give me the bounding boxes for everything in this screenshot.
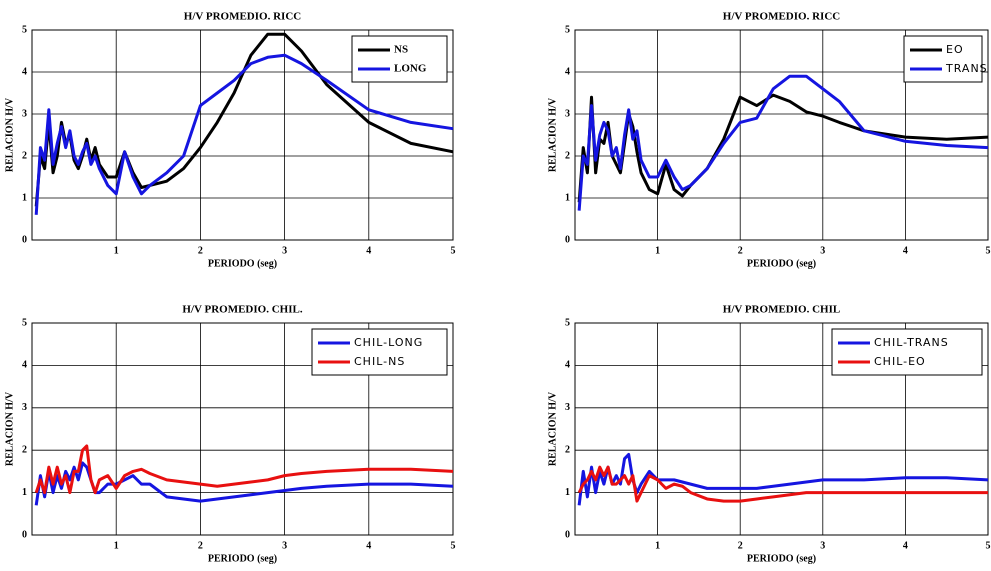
plot-frame [574, 322, 989, 536]
chart-title: H/V PROMEDIO. CHIL. [182, 304, 302, 316]
y-tick-label: 2 [22, 150, 27, 161]
y-tick-label: 0 [22, 529, 27, 540]
y-tick-label: 1 [22, 192, 27, 203]
y-tick-label: 5 [565, 24, 570, 35]
legend-label: NS [394, 44, 408, 56]
legend-label: CHIL-TRANS [874, 336, 949, 349]
y-tick-label: 4 [565, 360, 570, 371]
x-tick-label: 2 [198, 540, 203, 551]
data-line [34, 444, 454, 495]
chart-title: H/V PROMEDIO. RICC [723, 11, 840, 23]
y-tick-label: 5 [565, 317, 570, 328]
y-tick-label: 2 [22, 444, 27, 455]
y-tick-label: 5 [22, 24, 27, 35]
x-tick-label: 4 [903, 245, 908, 256]
y-tick-label: 1 [22, 487, 27, 498]
y-tick-label: 2 [565, 444, 570, 455]
x-tick-label: 1 [114, 540, 119, 551]
legend-box [903, 35, 983, 83]
x-tick-label: 1 [655, 540, 660, 551]
y-tick-label: 3 [22, 402, 27, 413]
plot-frame [31, 322, 454, 536]
data-line [577, 93, 989, 203]
plot-frame [31, 29, 454, 241]
x-tick-label: 4 [366, 540, 371, 551]
data-line [577, 74, 989, 211]
x-tick-label: 5 [451, 245, 456, 256]
y-tick-label: 4 [565, 66, 570, 77]
y-tick-label: 1 [565, 487, 570, 498]
x-axis-label: PERIODO (seg) [747, 258, 816, 269]
x-tick-label: 3 [820, 540, 825, 551]
x-tick-label: 5 [451, 540, 456, 551]
y-tick-label: 0 [565, 529, 570, 540]
x-tick-label: 3 [282, 245, 287, 256]
legend-box [351, 35, 448, 83]
y-tick-label: 0 [565, 234, 570, 245]
y-tick-label: 4 [22, 360, 27, 371]
data-line [34, 53, 454, 215]
y-tick-label: 2 [565, 150, 570, 161]
y-tick-label: 4 [22, 66, 27, 77]
x-tick-label: 1 [114, 245, 119, 256]
y-tick-label: 5 [22, 317, 27, 328]
plot-frame [574, 29, 989, 241]
x-tick-label: 2 [738, 245, 743, 256]
chart-title: H/V PROMEDIO. CHIL [723, 304, 840, 316]
x-tick-label: 3 [820, 245, 825, 256]
x-tick-label: 5 [986, 245, 991, 256]
y-axis-label: RELACION H/V [4, 97, 15, 172]
y-tick-label: 3 [565, 402, 570, 413]
legend-box [311, 328, 448, 376]
x-tick-label: 4 [903, 540, 908, 551]
legend-box [831, 328, 983, 376]
legend-label: LONG [394, 63, 427, 75]
x-tick-label: 3 [282, 540, 287, 551]
y-axis-label: RELACION H/V [4, 391, 15, 466]
legend-label: CHIL-NS [354, 355, 405, 368]
y-axis-label: RELACION H/V [547, 391, 558, 466]
x-axis-label: PERIODO (seg) [747, 553, 816, 564]
chart-title: H/V PROMEDIO. RICC [184, 11, 301, 23]
x-tick-label: 1 [655, 245, 660, 256]
x-tick-label: 2 [198, 245, 203, 256]
x-axis-label: PERIODO (seg) [208, 258, 277, 269]
legend-label: TRANS [945, 62, 988, 75]
x-tick-label: 4 [366, 245, 371, 256]
x-axis-label: PERIODO (seg) [208, 553, 277, 564]
y-tick-label: 0 [22, 234, 27, 245]
y-tick-label: 1 [565, 192, 570, 203]
y-tick-label: 3 [22, 108, 27, 119]
x-tick-label: 2 [738, 540, 743, 551]
y-axis-label: RELACION H/V [547, 97, 558, 172]
data-line [577, 465, 988, 503]
legend-label: CHIL-LONG [354, 336, 423, 349]
x-tick-label: 5 [986, 540, 991, 551]
y-tick-label: 3 [565, 108, 570, 119]
legend-label: EO [946, 43, 964, 56]
legend-label: CHIL-EO [874, 355, 926, 368]
